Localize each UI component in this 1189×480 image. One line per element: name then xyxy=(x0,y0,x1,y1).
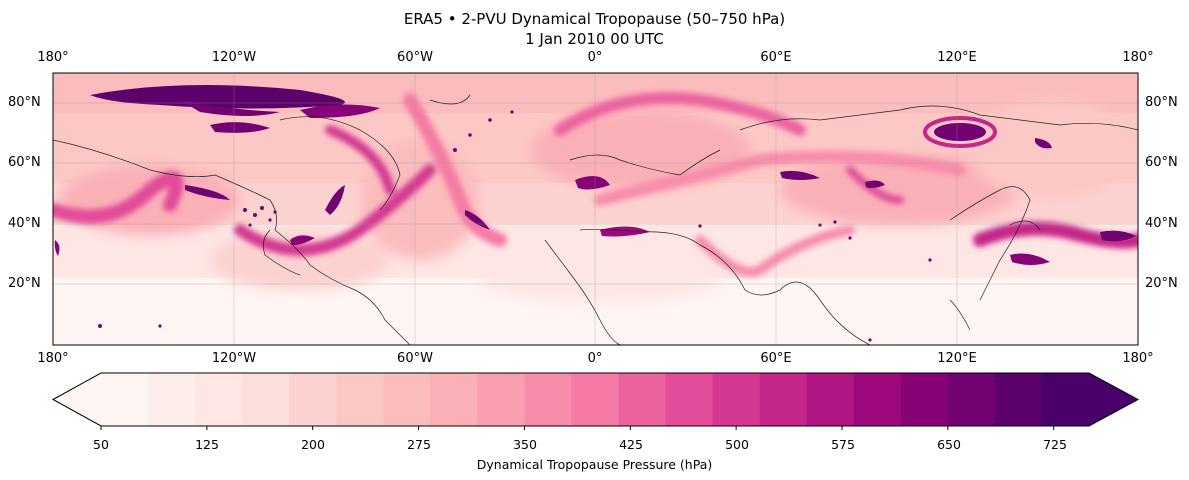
colorbar-extend-min xyxy=(53,373,101,426)
colorbar-segment xyxy=(524,373,573,426)
lon-label-bottom: 120°E xyxy=(937,351,977,366)
lat-label-right: 40°N xyxy=(1145,216,1178,231)
chart-subtitle: 1 Jan 2010 00 UTC xyxy=(525,30,664,48)
colorbar-segment xyxy=(148,373,196,426)
coastlines xyxy=(53,94,1138,345)
colorbar-segment xyxy=(477,373,526,426)
colorbar-segment xyxy=(900,373,949,426)
tropopause-field xyxy=(53,73,1138,345)
colorbar-tick-label: 125 xyxy=(195,437,219,452)
map-frame xyxy=(52,72,1139,346)
colorbar-tick-label: 725 xyxy=(1043,437,1067,452)
colorbar-segment xyxy=(712,373,761,426)
lon-label-top: 0° xyxy=(587,50,603,65)
lat-label-left: 20°N xyxy=(8,276,41,291)
colorbar-segment xyxy=(242,373,290,426)
lon-label-top: 60°W xyxy=(397,50,433,65)
lat-label-left: 80°N xyxy=(8,95,41,110)
colorbar xyxy=(51,372,1140,430)
colorbar-segment xyxy=(994,373,1043,426)
colorbar-segment xyxy=(1041,373,1090,426)
colorbar-segment xyxy=(571,373,620,426)
lon-label-top: 180° xyxy=(1122,50,1154,65)
lat-label-left: 40°N xyxy=(8,216,41,231)
colorbar-tick-label: 200 xyxy=(301,437,325,452)
colorbar-tick-label: 575 xyxy=(831,437,855,452)
colorbar-segment xyxy=(336,373,384,426)
lat-label-right: 60°N xyxy=(1145,155,1178,170)
colorbar-segment xyxy=(289,373,337,426)
colorbar-segment xyxy=(806,373,855,426)
colorbar-tick-label: 650 xyxy=(937,437,961,452)
lat-label-right: 20°N xyxy=(1145,276,1178,291)
lon-label-bottom: 0° xyxy=(587,351,603,366)
lat-label-left: 60°N xyxy=(8,155,41,170)
colorbar-segment xyxy=(853,373,902,426)
colorbar-tick-label: 50 xyxy=(93,437,109,452)
lon-label-top: 180° xyxy=(37,50,69,65)
lon-label-bottom: 60°E xyxy=(760,351,792,366)
colorbar-segment xyxy=(383,373,431,426)
chart-title: ERA5 • 2-PVU Dynamical Tropopause (50–75… xyxy=(403,10,786,28)
lon-label-top: 120°W xyxy=(211,50,257,65)
colorbar-segment xyxy=(618,373,667,426)
colorbar-segment xyxy=(430,373,478,426)
lon-label-bottom: 180° xyxy=(37,351,69,366)
colorbar-title: Dynamical Tropopause Pressure (hPa) xyxy=(476,457,713,472)
colorbar-segment xyxy=(947,373,996,426)
lon-label-top: 120°E xyxy=(937,50,977,65)
colorbar-segment xyxy=(195,373,243,426)
colorbar-tick-label: 425 xyxy=(619,437,643,452)
colorbar-tick-label: 350 xyxy=(513,437,537,452)
colorbar-extend-max xyxy=(1089,373,1138,426)
colorbar-tick-label: 275 xyxy=(407,437,431,452)
colorbar-segment xyxy=(665,373,714,426)
lon-label-top: 60°E xyxy=(760,50,792,65)
lon-label-bottom: 120°W xyxy=(211,351,257,366)
colorbar-segment xyxy=(759,373,808,426)
gridlines xyxy=(53,73,1138,345)
lon-label-bottom: 60°W xyxy=(397,351,433,366)
colorbar-tick-label: 500 xyxy=(725,437,749,452)
lat-label-right: 80°N xyxy=(1145,95,1178,110)
lon-label-bottom: 180° xyxy=(1122,351,1154,366)
colorbar-segment xyxy=(101,373,149,426)
